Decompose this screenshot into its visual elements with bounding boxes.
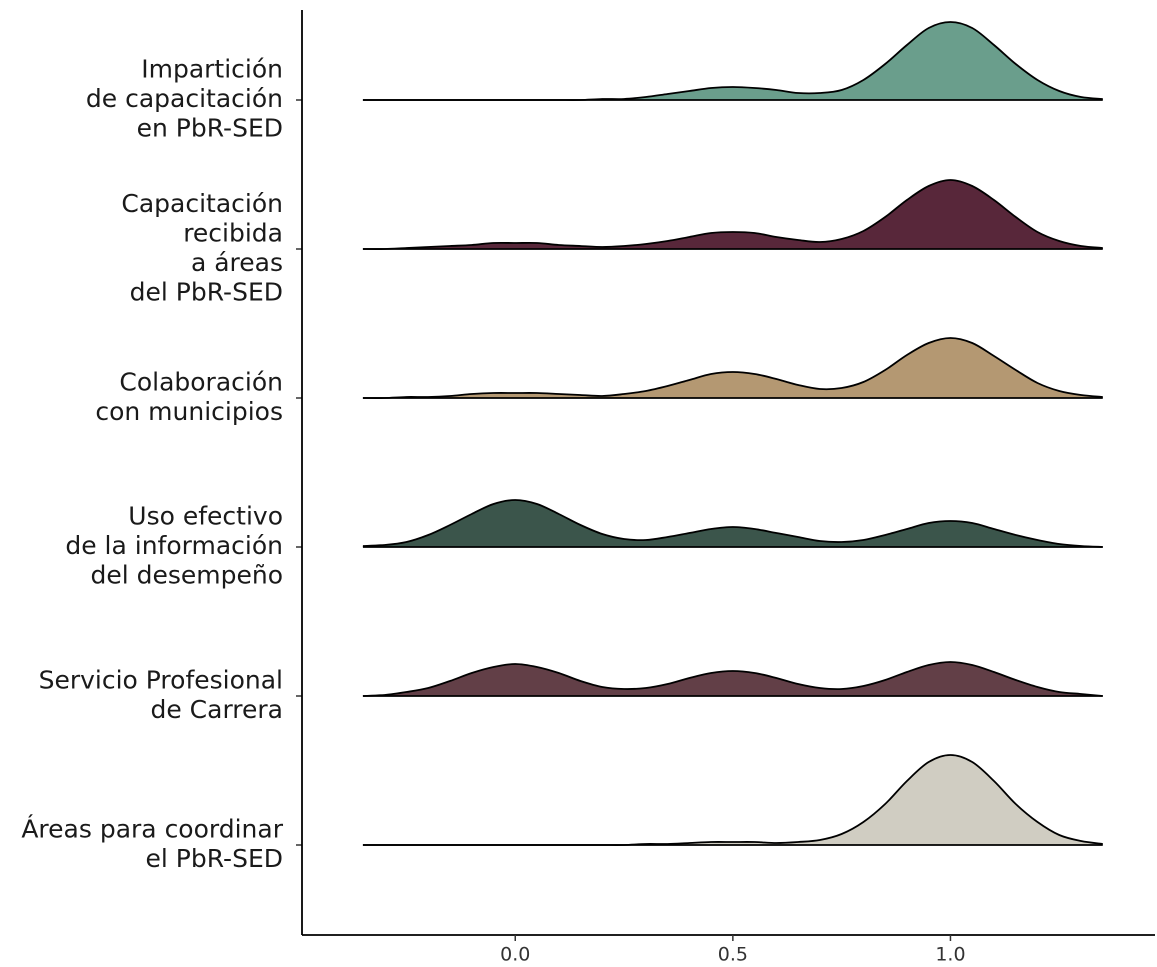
ridge-area — [362, 755, 1103, 846]
y-tick-label: Uso efectivo de la información del desempe… — [65, 502, 283, 590]
label-line: de la información — [65, 531, 283, 560]
label-line: a áreas — [191, 248, 283, 277]
y-tick-label: Capacitación recibida a áreas del PbR-SED — [121, 189, 283, 307]
ridge-area — [362, 180, 1103, 250]
ridge-line — [362, 179, 1103, 250]
x-tick-label: 1.0 — [935, 944, 965, 966]
y-tick-label: Áreas para coordinar el PbR-SED — [21, 814, 283, 873]
y-tick-label: Colaboración con municipios — [95, 367, 283, 426]
label-line: Uso efectivo — [128, 502, 283, 531]
label-line: de capacitación — [86, 84, 283, 113]
ridge-area — [362, 662, 1103, 696]
label-line: Servicio Profesional — [39, 665, 283, 694]
y-tick-label: Servicio Profesional de Carrera — [39, 665, 283, 724]
label-line: con municipios — [95, 397, 283, 426]
label-line: el PbR-SED — [145, 844, 283, 873]
label-line: del PbR-SED — [130, 277, 283, 306]
ridge-area — [362, 338, 1103, 399]
ridge-line — [362, 661, 1103, 697]
ridge-area — [362, 22, 1103, 101]
label-line: Impartición — [141, 55, 283, 84]
ridge-line — [362, 499, 1103, 548]
label-line: del desempeño — [90, 561, 283, 590]
label-line: Áreas para coordinar — [21, 814, 283, 843]
label-line: en PbR-SED — [137, 114, 283, 143]
ridge-line — [362, 337, 1103, 399]
y-tick-label: Impartición de capacitación en PbR-SED — [86, 55, 283, 143]
x-tick-label: 0.0 — [500, 944, 530, 966]
x-tick-label: 0.5 — [718, 944, 748, 966]
label-line: Capacitación — [121, 189, 283, 218]
label-line: recibida — [183, 218, 283, 247]
ridge-area — [362, 500, 1103, 547]
label-line: de Carrera — [150, 695, 283, 724]
label-line: Colaboración — [119, 367, 283, 396]
